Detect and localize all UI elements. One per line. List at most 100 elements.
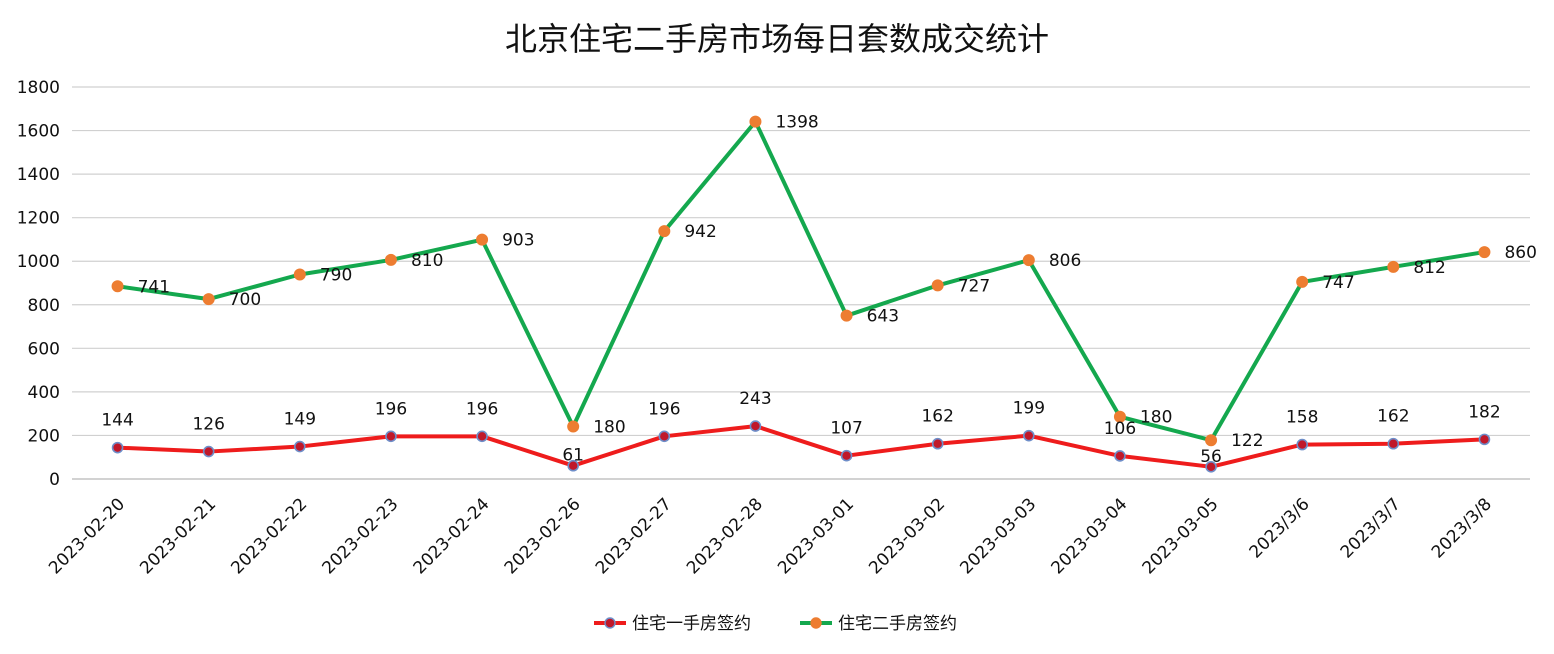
data-label-first-hand: 144 [101, 411, 133, 431]
data-point-second-hand [931, 279, 944, 292]
data-label-second-hand: 810 [411, 251, 443, 271]
data-point-first-hand [1387, 437, 1400, 450]
data-point-first-hand [1023, 429, 1035, 442]
x-tick-label: 2023/3/7 [1337, 494, 1405, 562]
x-tick-label: 2023-02-21 [136, 494, 220, 578]
data-label-second-hand: 1398 [775, 113, 818, 133]
data-point-second-hand [1296, 275, 1309, 288]
data-point-first-hand [749, 420, 762, 432]
x-tick-label: 2023-03-02 [865, 494, 949, 578]
data-label-second-hand: 727 [958, 276, 990, 296]
y-tick-label: 600 [28, 339, 60, 359]
y-tick-label: 1600 [17, 122, 60, 142]
legend-label: 住宅二手房签约 [838, 614, 957, 634]
series-markers [111, 115, 1491, 473]
data-label-first-hand: 158 [1286, 408, 1318, 428]
x-axis-ticks: 2023-02-20 2023-02-21 2023-02-22 2023-02-23… [45, 494, 1496, 578]
data-label-second-hand: 942 [684, 222, 716, 242]
data-label-first-hand: 106 [1104, 419, 1136, 439]
data-point-second-hand [1205, 434, 1218, 447]
data-point-second-hand [840, 309, 853, 322]
x-tick-label: 2023-03-01 [774, 494, 858, 578]
data-point-first-hand [1205, 461, 1217, 473]
data-point-first-hand [294, 440, 306, 453]
data-label-first-hand: 56 [1200, 447, 1222, 467]
x-tick-label: 2023-02-28 [683, 494, 767, 578]
data-point-second-hand [1022, 254, 1035, 267]
data-label-first-hand: 61 [562, 446, 584, 466]
data-point-second-hand [1478, 246, 1491, 259]
data-point-first-hand [476, 430, 488, 443]
data-label-first-hand: 162 [1377, 407, 1409, 427]
y-axis-ticks: 0 200 400 600 800 1000 1200 1400 1600 1800 [17, 78, 60, 490]
legend[interactable]: 住宅一手房签约 住宅二手房签约 [594, 614, 957, 634]
chart-title: 北京住宅二手房市场每日套数成交统计 [505, 20, 1049, 58]
data-label-second-hand: 180 [1140, 408, 1172, 428]
y-tick-label: 1400 [17, 165, 60, 185]
series-lines [115, 119, 1487, 469]
data-point-first-hand [658, 430, 671, 443]
data-point-first-hand [567, 459, 579, 472]
data-label-second-hand: 806 [1049, 251, 1081, 271]
data-label-first-hand: 196 [375, 399, 407, 419]
data-label-second-hand: 812 [1413, 258, 1445, 278]
x-tick-label: 2023-03-03 [956, 494, 1040, 578]
data-point-first-hand [931, 437, 944, 450]
x-tick-label: 2023-02-26 [501, 494, 585, 578]
data-point-second-hand [749, 115, 762, 128]
data-label-second-hand: 700 [229, 290, 261, 310]
data-label-first-hand: 107 [830, 419, 862, 439]
x-tick-label: 2023-02-20 [45, 494, 129, 578]
data-label-first-hand: 126 [192, 415, 224, 435]
data-label-first-hand: 196 [466, 399, 498, 419]
series-line-first-hand [115, 424, 1487, 469]
data-label-second-hand: 860 [1504, 243, 1536, 263]
data-label-second-hand: 790 [320, 266, 352, 286]
y-tick-label: 0 [49, 470, 60, 490]
y-tick-label: 1000 [17, 252, 60, 272]
data-point-second-hand [567, 420, 580, 433]
data-label-first-hand: 162 [921, 407, 953, 427]
x-tick-label: 2023-02-24 [410, 494, 494, 578]
y-tick-label: 200 [28, 426, 60, 446]
legend-item-second-hand[interactable]: 住宅二手房签约 [800, 614, 957, 634]
data-point-second-hand [1387, 260, 1400, 273]
grid-lines [72, 86, 1530, 480]
y-tick-label: 800 [28, 296, 60, 316]
data-label-second-hand: 741 [138, 277, 170, 297]
data-point-first-hand [385, 430, 397, 443]
data-point-second-hand [658, 225, 671, 238]
data-label-second-hand: 747 [1322, 273, 1354, 293]
x-tick-label: 2023-02-22 [227, 494, 311, 578]
data-point-second-hand [476, 233, 489, 246]
data-point-first-hand [1114, 450, 1126, 462]
data-point-second-hand [111, 280, 124, 293]
data-point-second-hand [202, 293, 215, 306]
legend-swatch-marker [810, 617, 822, 629]
data-point-first-hand [1296, 438, 1308, 451]
data-label-first-hand: 243 [739, 389, 771, 409]
data-label-second-hand: 122 [1231, 431, 1263, 451]
series-line-second-hand [115, 119, 1487, 443]
y-tick-label: 1800 [17, 78, 60, 98]
legend-label: 住宅一手房签约 [632, 614, 751, 634]
data-label-first-hand: 199 [1013, 399, 1045, 419]
x-tick-label: 2023-02-23 [318, 494, 402, 578]
data-point-first-hand [202, 445, 215, 458]
data-point-second-hand [293, 268, 306, 281]
data-point-second-hand [1113, 410, 1126, 423]
data-label-second-hand: 643 [867, 307, 899, 327]
x-tick-label: 2023/3/8 [1428, 494, 1496, 562]
data-label-first-hand: 196 [648, 399, 680, 419]
legend-swatch-marker [604, 617, 616, 629]
data-point-first-hand [840, 449, 853, 462]
x-tick-label: 2023-02-27 [592, 494, 676, 578]
data-point-second-hand [384, 253, 397, 266]
data-label-first-hand: 182 [1468, 402, 1500, 422]
legend-item-first-hand[interactable]: 住宅一手房签约 [594, 614, 751, 634]
x-tick-label: 2023/3/6 [1246, 494, 1314, 562]
x-tick-label: 2023-03-05 [1139, 494, 1223, 578]
data-label-second-hand: 903 [502, 231, 534, 251]
y-tick-label: 400 [28, 383, 60, 403]
